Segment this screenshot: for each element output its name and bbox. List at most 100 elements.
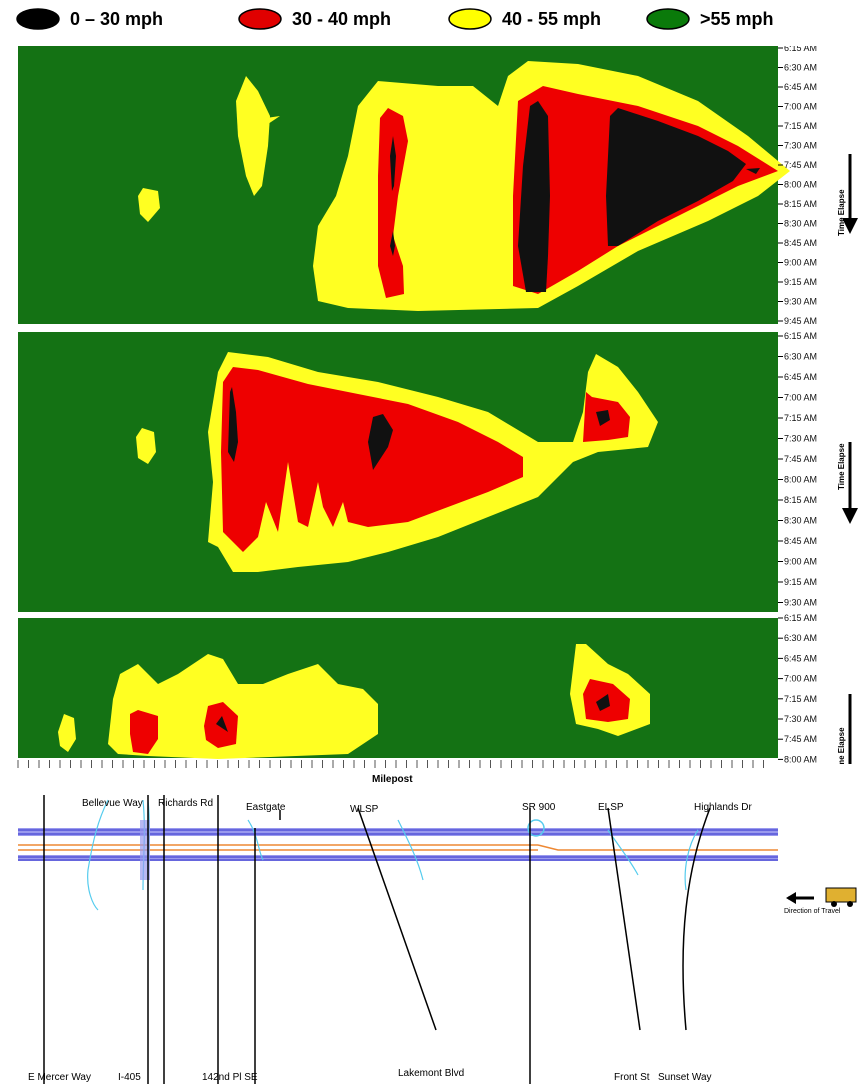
time-tick-label: 7:00 AM	[784, 674, 817, 684]
heatmap-panel-3: 6:15 AM 6:30 AM 6:45 AM 7:00 AM 7:15 AM 7:30 …	[18, 614, 852, 764]
ramp-line	[87, 799, 109, 911]
time-tick-label: 8:15 AM	[784, 199, 817, 209]
congestion-yellow	[136, 428, 156, 464]
time-tick-label: 9:00 AM	[784, 557, 817, 567]
interchange	[140, 820, 150, 880]
time-tick-label: 6:45 AM	[784, 372, 817, 382]
direction-of-travel-label: Direction of Travel	[784, 908, 841, 915]
legend-label-55plus: >55 mph	[700, 8, 774, 29]
congestion-red	[378, 108, 408, 298]
left-arrow-icon	[786, 892, 796, 904]
lane-band	[18, 828, 778, 836]
roadway-marker	[357, 807, 437, 1031]
roadway-marker	[682, 807, 711, 1031]
congestion-black	[368, 414, 393, 470]
milepost-axis	[0, 758, 868, 788]
time-tick-label: 9:15 AM	[784, 277, 817, 287]
label-i-405: I-405	[118, 1072, 141, 1083]
time-tick-label: 8:15 AM	[784, 495, 817, 505]
label-wlsp: WLSP	[350, 804, 379, 815]
congestion-red	[130, 710, 158, 754]
ramp-line	[247, 819, 264, 861]
speed-legend: 0 – 30 mph 30 - 40 mph 40 - 55 mph >55 m…	[0, 0, 868, 40]
milepost-ticks	[17, 760, 764, 768]
time-tick-label: 7:45 AM	[784, 454, 817, 464]
heatmap-svg-1: 6:15 AM 6:30 AM 6:45 AM 7:00 AM 7:15 AM 7:30 …	[18, 46, 858, 326]
time-elapse-label: Time Elapse	[837, 443, 846, 490]
heatmap-svg-2: 6:15 AM 6:30 AM 6:45 AM 7:00 AM 7:15 AM 7:30 …	[18, 332, 858, 612]
label-bellevue-way: Bellevue Way	[82, 798, 143, 809]
congestion-black	[596, 694, 610, 711]
time-tick-label: 8:00 AM	[784, 475, 817, 485]
truck-wheel	[847, 901, 853, 907]
legend-swatch-yellow	[448, 8, 492, 30]
time-axis-3: 6:15 AM 6:30 AM 6:45 AM 7:00 AM 7:15 AM 7:30 …	[778, 614, 817, 764]
label-richards-rd: Richards Rd	[158, 798, 213, 809]
legend-label-0-30: 0 – 30 mph	[70, 8, 164, 29]
label-eastgate: Eastgate	[246, 802, 286, 813]
ramp-loop	[527, 819, 545, 837]
lane-band	[18, 855, 778, 861]
down-arrow-icon	[842, 218, 858, 234]
time-tick-label: 7:00 AM	[784, 102, 817, 112]
ramp-line	[684, 829, 699, 891]
legend-item-medium: 40 - 55 mph	[446, 4, 601, 34]
time-tick-label: 9:15 AM	[784, 577, 817, 587]
congestion-yellow	[236, 76, 270, 196]
label-sunset-way: Sunset Way	[658, 1072, 712, 1083]
time-tick-label: 8:00 AM	[784, 754, 817, 764]
time-tick-label: 6:15 AM	[784, 614, 817, 623]
time-tick-label: 9:00 AM	[784, 258, 817, 268]
time-tick-label: 8:30 AM	[784, 219, 817, 229]
time-tick-label: 7:30 AM	[784, 714, 817, 724]
time-elapse-label: Time Elapse	[837, 189, 846, 236]
ramp-line	[397, 819, 424, 881]
truck-wheel	[831, 901, 837, 907]
time-tick-label: 8:30 AM	[784, 516, 817, 526]
heatmap-panel-1: 6:15 AM 6:30 AM 6:45 AM 7:00 AM 7:15 AM 7:30 …	[18, 46, 858, 328]
legend-label-40-55: 40 - 55 mph	[502, 8, 602, 29]
time-tick-label: 6:45 AM	[784, 653, 817, 663]
road-map: Bellevue Way Richards Rd Eastgate WLSP S…	[18, 790, 778, 1084]
congestion-black	[216, 716, 228, 732]
legend-item-free: >55 mph	[644, 4, 774, 34]
label-142nd-pl-se: 142nd Pl SE	[202, 1072, 258, 1083]
label-elsp: ELSP	[598, 802, 624, 813]
legend-swatch-green	[646, 8, 690, 30]
legend-item-moderate: 30 - 40 mph	[236, 4, 391, 34]
milepost-title: Milepost	[372, 774, 413, 785]
legend-swatch-black	[16, 8, 60, 30]
congestion-yellow	[138, 188, 160, 222]
congestion-black	[518, 101, 550, 292]
ramp-line	[607, 829, 639, 876]
time-tick-label: 7:15 AM	[784, 413, 817, 423]
time-tick-label: 7:15 AM	[784, 121, 817, 131]
down-arrow-icon	[842, 508, 858, 524]
heatmap-panel-2: 6:15 AM 6:30 AM 6:45 AM 7:00 AM 7:15 AM 7:30 …	[18, 332, 858, 614]
congestion-black	[228, 387, 238, 462]
legend-swatch-red	[238, 8, 282, 30]
road-map-svg: Bellevue Way Richards Rd Eastgate WLSP S…	[18, 790, 778, 1084]
congestion-black	[746, 168, 760, 174]
congestion-black	[390, 231, 395, 256]
time-tick-label: 6:30 AM	[784, 63, 817, 73]
congestion-black	[390, 136, 396, 191]
time-tick-label: 7:00 AM	[784, 393, 817, 403]
time-tick-label: 6:15 AM	[784, 46, 817, 53]
congestion-black	[596, 410, 610, 426]
time-tick-label: 8:45 AM	[784, 238, 817, 248]
time-tick-label: 7:30 AM	[784, 434, 817, 444]
time-tick-label: 8:00 AM	[784, 180, 817, 190]
time-tick-label: 9:30 AM	[784, 297, 817, 307]
label-front-st: Front St	[614, 1072, 650, 1083]
time-tick-label: 6:45 AM	[784, 82, 817, 92]
time-tick-label: 7:45 AM	[784, 734, 817, 744]
time-elapse-label: Time Elapse	[837, 727, 846, 764]
congestion-black	[606, 108, 746, 246]
legend-item-slow: 0 – 30 mph	[14, 4, 163, 34]
time-axis-2: 6:15 AM 6:30 AM 6:45 AM 7:00 AM 7:15 AM 7:30 …	[778, 332, 817, 608]
time-tick-label: 6:15 AM	[784, 332, 817, 341]
label-e-mercer-way: E Mercer Way	[28, 1072, 91, 1083]
time-tick-label: 7:30 AM	[784, 141, 817, 151]
heatmap-svg-3: 6:15 AM 6:30 AM 6:45 AM 7:00 AM 7:15 AM 7:30 …	[18, 614, 852, 764]
